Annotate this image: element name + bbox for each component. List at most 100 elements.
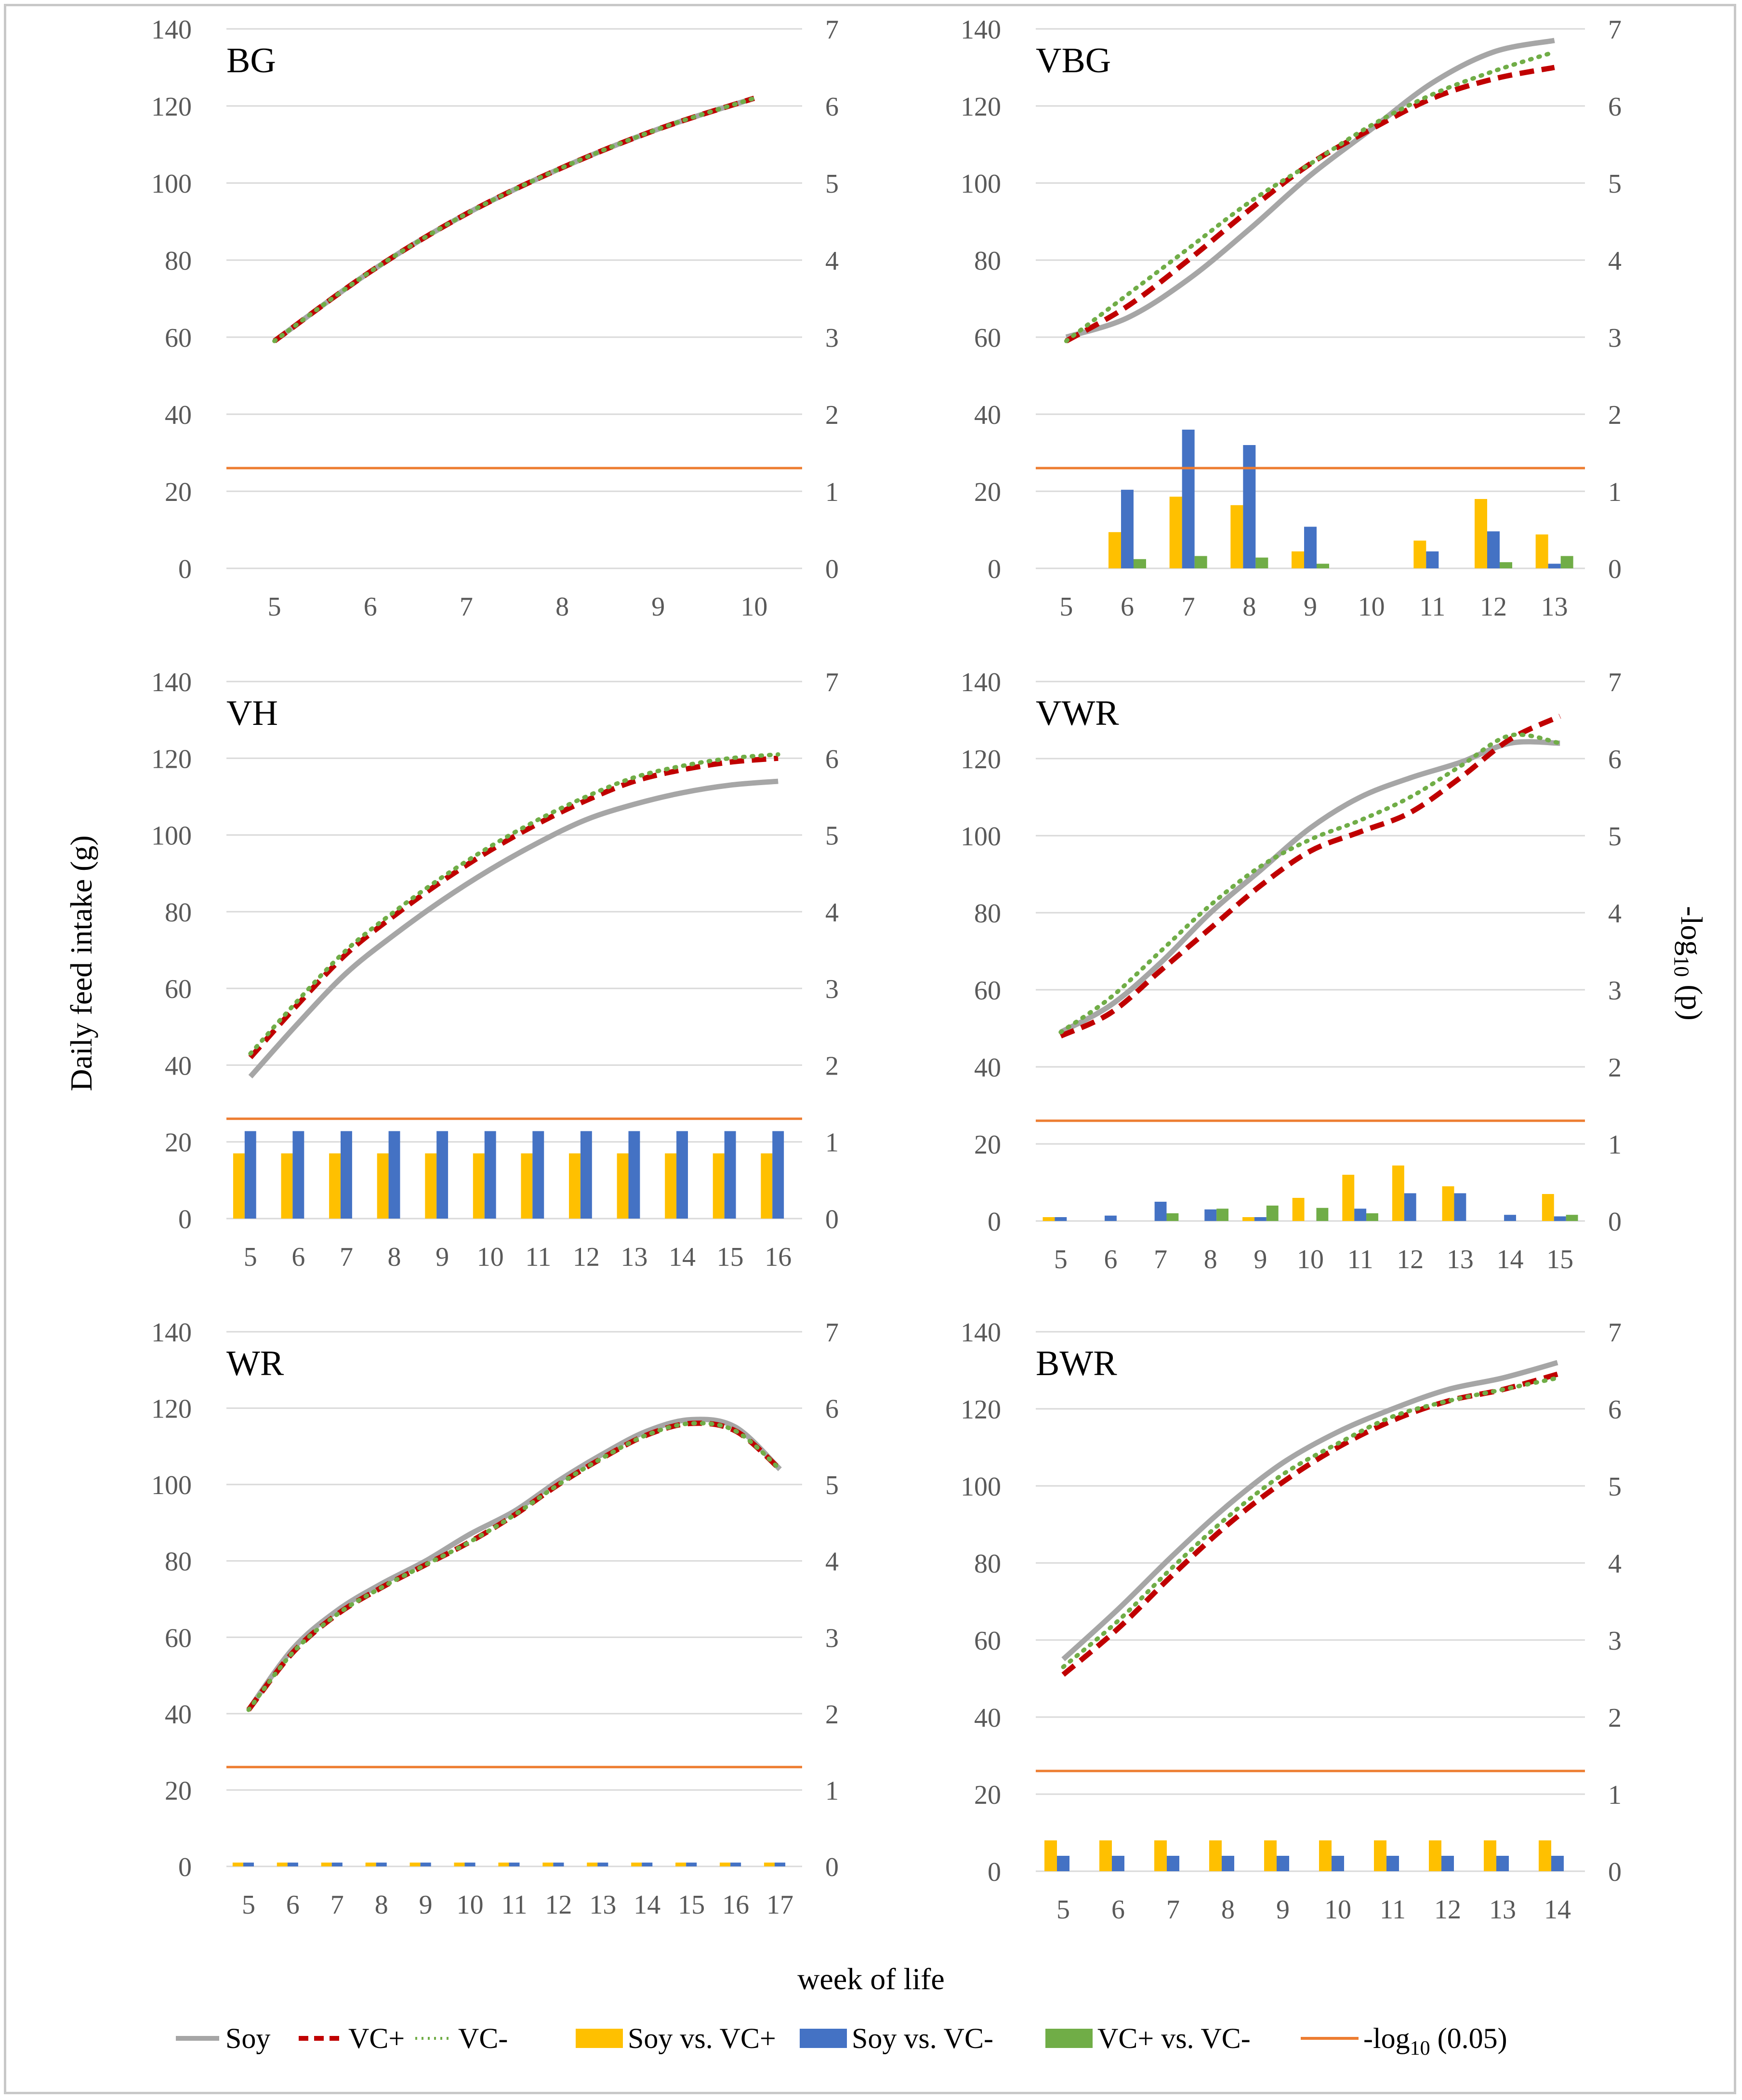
- bar-soy-vs-vcp: [321, 1863, 332, 1866]
- series-line-soy: [248, 778, 779, 1078]
- bar-soy-vs-vcm: [1277, 1856, 1289, 1871]
- right-tick-label: 4: [1608, 1549, 1622, 1579]
- bar-soy-vs-vcp: [1044, 1840, 1057, 1871]
- bar-soy-vs-vcp: [675, 1863, 686, 1866]
- series-line-vcp: [1061, 1371, 1558, 1677]
- bar-soy-vs-vcm: [1454, 1193, 1466, 1221]
- left-tick-label: 0: [988, 1207, 1001, 1237]
- legend-vcp-label: VC+: [348, 2022, 405, 2054]
- left-tick-label: 80: [165, 898, 192, 928]
- x-axis-title: week of life: [797, 1962, 945, 1996]
- series-line-vcm: [1061, 1376, 1560, 1669]
- bar-soy-vs-vcp: [1242, 1217, 1254, 1221]
- left-tick-label: 0: [988, 554, 1001, 584]
- x-tick-label: 12: [1480, 592, 1507, 622]
- x-tick-label: 17: [766, 1890, 793, 1920]
- right-tick-label: 0: [1608, 1857, 1622, 1887]
- bar-vcp-vs-vcm: [1366, 1213, 1378, 1221]
- right-tick-label: 3: [825, 323, 839, 353]
- x-tick-label: 9: [1254, 1245, 1267, 1274]
- left-tick-label: 140: [961, 1318, 1001, 1348]
- left-tick-label: 120: [961, 92, 1001, 122]
- bar-soy-vs-vcm: [1222, 1856, 1234, 1871]
- left-tick-label: 20: [165, 1128, 192, 1158]
- series-line-vcp: [273, 95, 755, 343]
- right-tick-label: 6: [825, 92, 839, 122]
- left-tick-label: 60: [974, 976, 1001, 1006]
- x-tick-label: 10: [1324, 1895, 1351, 1925]
- legend-b2-label: Soy vs. VC-: [852, 2022, 993, 2054]
- bar-soy-vs-vcp: [277, 1863, 288, 1866]
- right-tick-label: 4: [825, 898, 839, 928]
- x-tick-label: 11: [1380, 1895, 1406, 1925]
- right-tick-label: 1: [825, 477, 839, 507]
- series-line-vcm: [246, 1421, 782, 1712]
- bar-soy-vs-vcm: [1441, 1856, 1454, 1871]
- left-tick-label: 40: [165, 400, 192, 430]
- x-tick-label: 8: [555, 592, 569, 622]
- bar-soy-vs-vcp: [232, 1863, 243, 1866]
- bar-soy-vs-vcp: [1374, 1840, 1386, 1871]
- bar-soy-vs-vcm: [436, 1131, 449, 1219]
- x-tick-label: 11: [1419, 592, 1445, 622]
- x-tick-label: 7: [1154, 1245, 1167, 1274]
- x-tick-label: 14: [1497, 1245, 1524, 1274]
- bar-vcp-vs-vcm: [1500, 562, 1512, 568]
- bar-soy-vs-vcp: [498, 1863, 509, 1866]
- left-tick-label: 40: [165, 1700, 192, 1730]
- x-tick-label: 14: [669, 1242, 696, 1272]
- bar-soy-vs-vcp: [1099, 1840, 1112, 1871]
- bar-soy-vs-vcm: [1167, 1856, 1179, 1871]
- x-tick-label: 16: [722, 1890, 749, 1920]
- legend-threshold-label: -log10 (0.05): [1363, 2022, 1507, 2060]
- x-tick-label: 7: [1182, 592, 1195, 622]
- left-tick-label: 140: [961, 668, 1001, 697]
- x-tick-label: 12: [1434, 1895, 1461, 1925]
- left-tick-label: 0: [178, 1852, 192, 1882]
- right-tick-label: 4: [825, 1547, 839, 1577]
- left-tick-label: 120: [151, 92, 192, 122]
- x-tick-label: 13: [589, 1890, 616, 1920]
- bar-soy-vs-vcp: [1392, 1165, 1404, 1221]
- bar-soy-vs-vcp: [1539, 1840, 1551, 1871]
- right-tick-label: 1: [1608, 1780, 1622, 1810]
- x-tick-label: 14: [633, 1890, 660, 1920]
- series-line-vcp: [248, 755, 779, 1060]
- x-tick-label: 13: [1447, 1245, 1474, 1274]
- bar-soy-vs-vcm: [1055, 1217, 1067, 1221]
- left-tick-label: 40: [165, 1051, 192, 1081]
- right-tick-label: 4: [1608, 246, 1622, 276]
- series-line-vcm: [272, 96, 756, 343]
- series-line-soy: [273, 95, 755, 343]
- x-tick-label: 12: [545, 1890, 572, 1920]
- legend-b3-swatch: [1045, 2029, 1093, 2048]
- panel-title: VWR: [1036, 694, 1119, 733]
- series-line-vcp: [1065, 65, 1555, 343]
- legend-b1-label: Soy vs. VC+: [628, 2022, 776, 2054]
- bar-soy-vs-vcp: [454, 1863, 465, 1866]
- bar-soy-vs-vcp: [1413, 540, 1426, 568]
- x-tick-label: 10: [740, 592, 767, 622]
- x-tick-label: 9: [1304, 592, 1317, 622]
- bar-soy-vs-vcp: [425, 1153, 437, 1219]
- bar-soy-vs-vcp: [233, 1153, 245, 1219]
- bar-soy-vs-vcm: [1121, 489, 1134, 568]
- bar-soy-vs-vcm: [292, 1131, 304, 1219]
- x-tick-label: 13: [1489, 1895, 1516, 1925]
- left-tick-label: 120: [961, 1395, 1001, 1425]
- right-tick-label: 3: [1608, 976, 1622, 1006]
- bar-soy-vs-vcp: [1442, 1186, 1454, 1221]
- bar-soy-vs-vcm: [1105, 1215, 1117, 1221]
- left-tick-label: 20: [974, 1130, 1001, 1160]
- bar-vcp-vs-vcm: [1317, 564, 1329, 568]
- bar-soy-vs-vcm: [1404, 1193, 1416, 1221]
- bar-soy-vs-vcp: [281, 1153, 293, 1219]
- left-tick-label: 60: [165, 974, 192, 1004]
- x-tick-label: 5: [1056, 1895, 1070, 1925]
- bar-vcp-vs-vcm: [1316, 1208, 1329, 1221]
